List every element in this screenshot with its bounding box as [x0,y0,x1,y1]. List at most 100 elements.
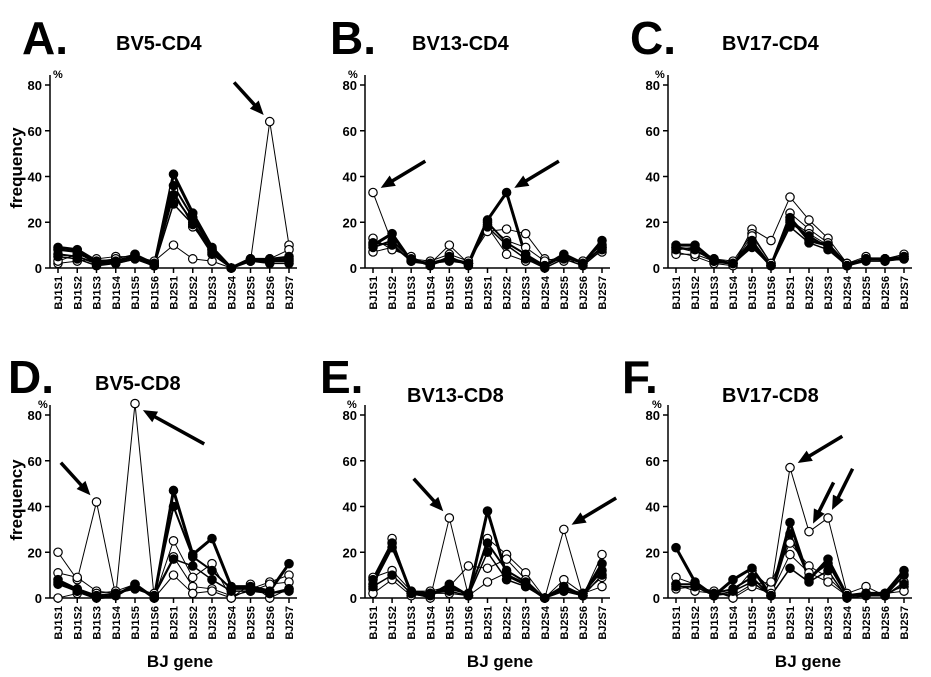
x-tick-label: BJ2S2 [188,606,200,640]
arrow-shaft [59,461,86,490]
data-point-filled [91,590,102,601]
data-point-filled [72,254,83,264]
data-point-filled [187,219,198,230]
x-tick-label: BJ1S1 [671,606,683,640]
data-point-filled [168,190,179,200]
panel-letter: A. [22,12,68,64]
data-point-open [168,570,179,580]
y-axis-label: frequency [7,459,26,541]
data-point-open [482,577,493,587]
x-tick-label: BJ2S4 [226,605,238,640]
plot-area: 0 20 40 60 80 BJ1S1 BJ1S2 BJ1S3 BJ1S4 BJ1S5 BJ1S6 B… [28,75,297,310]
data-point-open [482,563,493,574]
x-tick-label: BJ2S4 [842,605,854,640]
panel-E: E. BV13-CD8 % BJ gene 0 20 40 60 80 BJ1S1 BJ1S… [320,351,618,671]
data-point-filled [284,558,294,569]
arrow-shaft [412,477,438,506]
data-point-filled [520,254,531,264]
panel-letter: B. [330,12,376,64]
data-point-filled [880,256,890,266]
data-point-filled [690,242,700,253]
x-tick-label: BJ1S4 [425,605,437,640]
data-point-filled [264,588,275,599]
data-point-open [444,513,455,523]
data-point-open [597,549,607,560]
x-tick-label: BJ2S4 [842,275,854,310]
data-point-filled [842,593,852,603]
x-tick-label: BJ1S5 [130,606,142,640]
x-tick-label: BJ2S5 [246,276,258,310]
data-point-filled [559,586,569,596]
data-point-filled [747,577,757,587]
unit-label: % [347,399,357,411]
data-point-filled [501,187,512,198]
x-tick-label: BJ1S1 [671,276,683,310]
data-point-open [368,187,378,198]
data-point-filled [671,542,681,553]
panel-letter: D. [8,351,54,403]
data-point-filled [501,574,512,585]
x-tick-label: BJ1S5 [444,276,456,310]
data-point-open [91,497,102,507]
x-tick-label: BJ2S5 [246,606,258,640]
x-tick-label: BJ1S6 [766,606,778,640]
arrow-shaft [834,467,855,502]
arrow-shaft [579,496,618,522]
panel-letter: C. [630,12,676,64]
data-point-open [520,228,531,239]
data-point-filled [368,238,378,248]
x-tick-label: BJ2S5 [861,606,873,640]
x-tick-label: BJ1S4 [111,605,123,640]
panel-title: BV17-CD8 [722,385,819,407]
data-point-open [187,572,198,583]
y-tick-label: 80 [646,408,660,423]
y-tick-label: 60 [28,454,42,469]
x-tick-label: BJ2S6 [880,606,892,640]
y-tick-label: 60 [28,124,42,139]
arrow-shaft [521,159,560,185]
panel-title: BV17-CD4 [722,33,820,55]
x-tick-label: BJ2S2 [502,276,514,310]
x-tick-label: BJ1S1 [368,606,380,640]
data-point-filled [823,565,833,576]
data-point-filled [804,238,814,248]
data-point-filled [387,542,397,553]
data-point-filled [899,254,909,264]
panel-C: C. BV17-CD4 % 0 20 40 60 80 BJ1S1 BJ1S2 BJ1S3 BJ… [630,12,912,310]
y-tick-label: 40 [28,170,42,185]
data-point-filled [226,263,237,273]
y-tick-label: 40 [343,170,357,185]
x-tick-label: BJ2S3 [521,606,533,640]
x-tick-label: BJ1S1 [53,606,65,640]
arrow-shaft [232,81,259,109]
x-tick-label: BJ1S2 [72,606,84,640]
data-point-open [187,588,198,599]
data-point-filled [168,169,179,180]
data-point-filled [110,258,121,269]
data-point-filled [110,588,121,599]
x-tick-label: BJ1S4 [111,275,123,310]
x-tick-label: BJ2S7 [597,606,609,640]
y-tick-label: 40 [343,500,357,515]
arrow-head [380,175,396,188]
arrow-head [797,450,813,463]
data-point-filled [187,552,198,562]
data-point-filled [539,593,550,603]
data-point-filled [785,222,795,232]
data-point-open [804,215,814,225]
x-tick-label: BJ1S2 [387,276,399,310]
data-point-filled [482,547,493,558]
x-tick-label: BJ1S3 [709,276,721,310]
x-tick-label: BJ2S6 [578,276,590,310]
data-point-filled [387,570,397,580]
y-tick-label: 20 [28,215,42,230]
x-tick-label: BJ1S6 [766,276,778,310]
data-point-filled [245,256,256,266]
unit-label: % [38,399,48,411]
data-point-filled [425,588,436,599]
x-tick-label: BJ2S3 [207,276,219,310]
data-point-filled [578,260,588,271]
data-point-filled [690,581,700,592]
x-tick-label: BJ1S5 [747,276,759,310]
